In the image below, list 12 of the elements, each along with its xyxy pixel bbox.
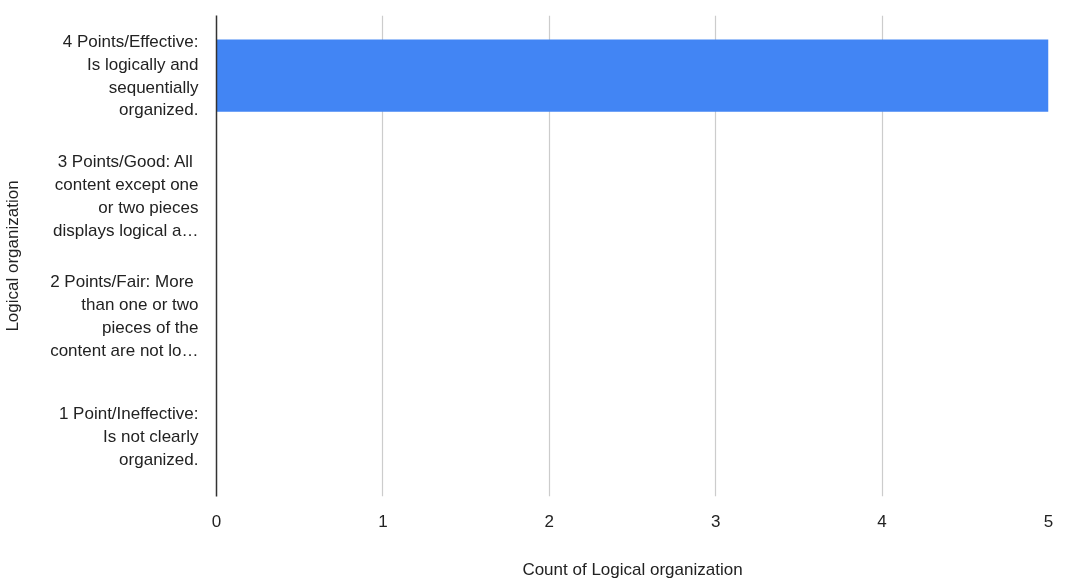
x-tick-label: 1: [378, 511, 388, 531]
x-axis-title: Count of Logical organization: [522, 559, 743, 579]
y-axis-title: Logical organization: [3, 180, 23, 332]
y-tick-label: 1 Point/Ineffective: Is not clearly organized.: [58, 404, 199, 469]
x-tick-label: 0: [211, 511, 222, 531]
x-tick-label: 2: [544, 511, 555, 531]
x-tick-label: 4: [877, 511, 887, 531]
x-tick-label: 3: [710, 511, 721, 531]
x-tick-label: 5: [1043, 511, 1054, 531]
y-tick-label: 3 Points/Good: All content except one or two pieces displays logical a…: [52, 152, 199, 240]
y-tick-label: 4 Points/Effective: Is logically and sequentially organized.: [62, 31, 199, 120]
y-tick-label: 2 Points/Fair: More than one or two pieces of the content are not lo…: [50, 272, 199, 360]
